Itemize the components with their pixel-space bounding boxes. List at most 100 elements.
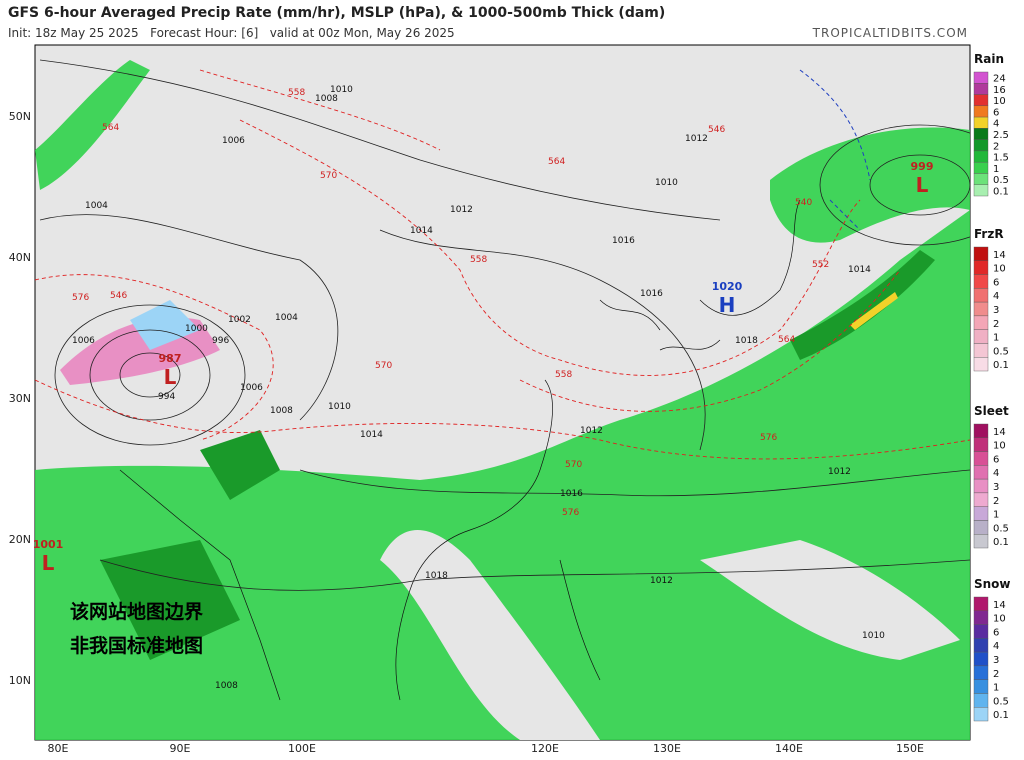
isobar-label: 1010 (655, 178, 678, 188)
isobar-label: 1012 (450, 205, 473, 215)
legend-label: 14 (993, 427, 1006, 438)
isobar-label: 1016 (612, 236, 635, 246)
lon-label: 90E (170, 742, 191, 755)
legend-swatch (973, 610, 989, 625)
legend-swatch (973, 116, 989, 129)
pressure-letter: L (164, 365, 177, 389)
legend-title: FrzR (974, 227, 1004, 241)
isobar-label: 1010 (862, 631, 885, 641)
legend-label: 10 (993, 264, 1006, 275)
legend-label: 2 (993, 669, 999, 680)
legend-swatch (973, 651, 989, 667)
legend-label: 6 (993, 277, 999, 288)
thickness-label: 558 (555, 370, 572, 380)
legend-label: 2 (993, 496, 999, 507)
thickness-label: 570 (320, 171, 337, 181)
subtitle: Init: 18z May 25 2025 Forecast Hour: [6]… (8, 26, 455, 40)
legend-swatch (973, 301, 989, 317)
pressure-value: 987 (159, 352, 182, 365)
thickness-label: 576 (562, 508, 579, 518)
legend-label: 24 (993, 74, 1006, 85)
isobar-label: 994 (158, 392, 175, 402)
isobar-label: 1004 (85, 201, 108, 211)
legend-swatch (973, 478, 989, 494)
pressure-value: 1020 (712, 280, 743, 293)
precip-gap (380, 530, 960, 740)
pressure-letter: L (916, 173, 929, 197)
lon-label: 150E (896, 742, 924, 755)
precip (35, 60, 970, 243)
legend-swatch (973, 679, 989, 694)
legend-label: 14 (993, 250, 1006, 261)
legend-label: 2.5 (993, 130, 1009, 141)
legend-swatch (973, 423, 989, 438)
isobar-label: 1006 (72, 336, 95, 346)
legend-swatch (973, 94, 989, 107)
isobar-label: 1006 (222, 136, 245, 146)
legend-label: 1 (993, 333, 999, 344)
lat-label: 10N (9, 674, 31, 687)
isobar-label: 1012 (685, 134, 708, 144)
site-name: TROPICALTIDBITS.COM (812, 26, 968, 40)
legend-label: 16 (993, 85, 1006, 96)
legend-label: 0.5 (993, 523, 1009, 534)
pressure-letter: L (42, 551, 55, 575)
legend-swatch (973, 624, 989, 639)
pressure-value: 999 (911, 160, 934, 173)
watermark: 该网站地图边界 (70, 600, 203, 623)
legend-label: 1 (993, 164, 999, 175)
thickness-label: 558 (288, 88, 305, 98)
legend-swatch (973, 665, 989, 680)
lat-label: 30N (9, 392, 31, 405)
thickness-label: 546 (708, 125, 725, 135)
isobar-label: 1012 (580, 426, 603, 436)
map-layers (35, 59, 970, 740)
lat-label: 50N (9, 110, 31, 123)
precip-max (850, 292, 898, 330)
legend-swatch (973, 83, 989, 95)
legend-swatch (973, 329, 989, 344)
thickness-label: 564 (548, 157, 565, 167)
legend-label: 4 (993, 468, 999, 479)
isobar-label: 1008 (215, 681, 238, 691)
legend-label: 0.1 (993, 710, 1009, 721)
legend-label: 2 (993, 319, 999, 330)
legend-label: 2 (993, 141, 999, 152)
isobar-label: 1010 (328, 402, 351, 412)
isobar-label: 1018 (425, 571, 448, 581)
snow-area (130, 300, 200, 350)
legend-label: 0.1 (993, 186, 1009, 197)
legend-swatch (973, 71, 989, 84)
legend-label: 0.5 (993, 346, 1009, 357)
legend-swatch (973, 274, 989, 289)
legend-label: 3 (993, 655, 999, 666)
isobar-label: 1006 (240, 383, 263, 393)
isobar-label: 1012 (828, 467, 851, 477)
thickness-label: 546 (110, 291, 127, 301)
thickness-label: 570 (565, 460, 582, 470)
legend-swatch (973, 506, 989, 521)
thickness-label: 570 (375, 361, 392, 371)
isobar-label: 1002 (228, 315, 251, 325)
legend-swatch (973, 173, 989, 185)
legend-label: 0.5 (993, 175, 1009, 186)
isobar-label: 1010 (330, 85, 353, 95)
legend-swatch (973, 161, 989, 174)
legend-title: Sleet (974, 404, 1009, 418)
lon-label: 120E (531, 742, 559, 755)
legend-swatch (973, 596, 989, 611)
legend-label: 0.1 (993, 537, 1009, 548)
isobar-label: 996 (212, 336, 229, 346)
legend-swatch (973, 288, 989, 303)
legend-swatch (973, 139, 989, 152)
legend-swatch (973, 150, 989, 163)
legend-swatch (973, 492, 989, 507)
legend-swatch (973, 260, 989, 275)
legend-swatch (973, 105, 989, 118)
legend-label: 10 (993, 96, 1006, 107)
isobar-label: 1008 (315, 94, 338, 104)
legend-swatch (973, 315, 989, 330)
title: GFS 6-hour Averaged Precip Rate (mm/hr),… (8, 5, 665, 21)
